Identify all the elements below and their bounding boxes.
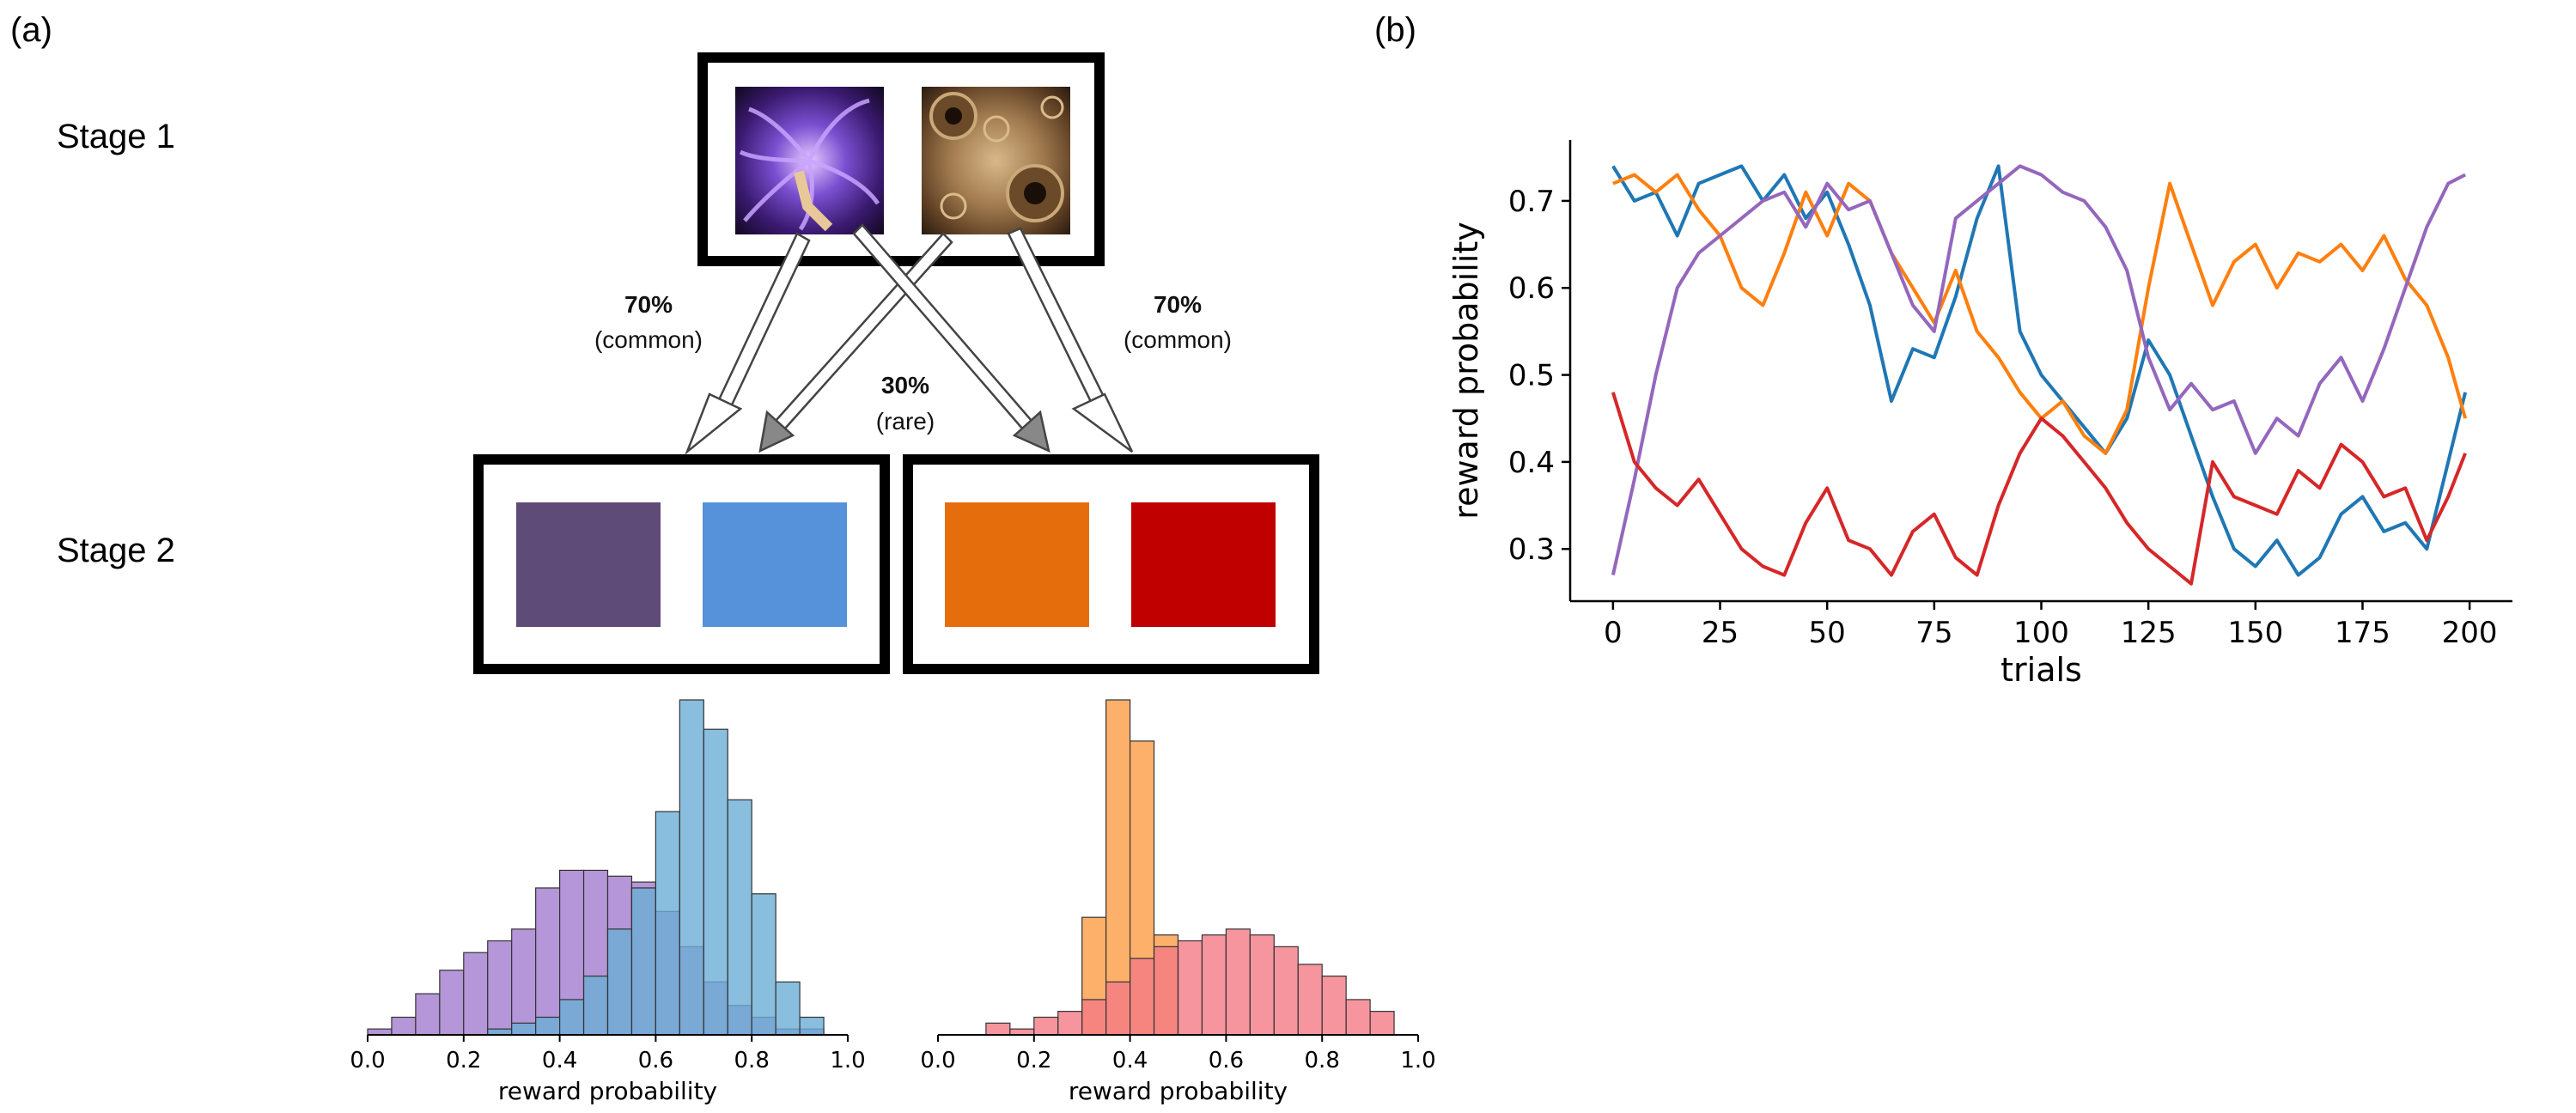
hist-bar-blue bbox=[727, 799, 752, 1036]
hist-bar-red bbox=[1033, 1016, 1059, 1036]
stage-2-option-red bbox=[1131, 502, 1276, 627]
hist-bar-purple bbox=[415, 993, 441, 1036]
hist-bar-blue bbox=[655, 811, 680, 1036]
arrow-right-rare bbox=[852, 223, 1050, 453]
hist-bar-blue bbox=[799, 1016, 825, 1036]
hist-x-tick-label: 1.0 bbox=[830, 1048, 865, 1073]
hist-bar-red bbox=[1297, 964, 1323, 1036]
right-common-percent: 70% bbox=[1154, 291, 1202, 318]
hist-bar-purple bbox=[511, 928, 537, 1036]
line-y-tick-label: 0.6 bbox=[1508, 271, 1555, 306]
hist-x-tick-label: 1.0 bbox=[1400, 1048, 1435, 1073]
histogram-left: 0.0 0.2 0.4 0.6 0.8 1.0 reward probability bbox=[350, 699, 866, 1105]
line-chart: 0.3 0.4 0.5 0.6 0.7 0 25 50 75 100 125 150 175 200 tri… bbox=[1447, 140, 2512, 689]
hist-bar-purple bbox=[391, 1016, 417, 1036]
fractal-image-2 bbox=[922, 87, 1070, 234]
fractal-image-1 bbox=[735, 87, 884, 234]
line-y-tick-label: 0.7 bbox=[1508, 185, 1555, 219]
line-y-axis-label: reward probability bbox=[1447, 222, 1485, 519]
hist-bar-red bbox=[985, 1022, 1011, 1036]
panel-b: (b) 0.3 0.4 0.5 0.6 0.7 0 25 50 75 100 125 150 175 20… bbox=[1374, 11, 2512, 689]
hist-bar-purple bbox=[463, 952, 489, 1036]
hist-bar-red bbox=[1177, 940, 1203, 1036]
rare-percent: 30% bbox=[881, 372, 929, 398]
hist-bar-blue bbox=[751, 893, 776, 1036]
hist-bar-red bbox=[1273, 946, 1299, 1036]
stage-2-option-blue bbox=[703, 502, 847, 627]
hist-x-tick-label: 0.4 bbox=[1112, 1048, 1148, 1073]
right-common-text: (common) bbox=[1124, 326, 1232, 353]
hist-x-tick-label: 0.6 bbox=[1209, 1048, 1244, 1073]
line-y-tick-label: 0.5 bbox=[1508, 359, 1555, 393]
hist-bar-blue bbox=[487, 1028, 513, 1036]
arrow-left-common bbox=[685, 232, 811, 455]
line-x-tick-label: 100 bbox=[2013, 616, 2069, 650]
hist-bar-purple bbox=[439, 970, 465, 1036]
hist-x-tick-label: 0.8 bbox=[1305, 1048, 1340, 1073]
stage-2-option-orange bbox=[945, 502, 1089, 627]
histogram-right: 0.0 0.2 0.4 0.6 0.8 1.0 reward probability bbox=[920, 699, 1436, 1105]
line-x-tick-label: 0 bbox=[1604, 616, 1623, 650]
hist-bar-blue bbox=[558, 999, 585, 1036]
hist-bar-blue bbox=[606, 928, 633, 1036]
hist-x-axis-label: reward probability bbox=[498, 1077, 717, 1105]
hist-bar-red bbox=[1081, 999, 1107, 1036]
hist-x-tick-label: 0.0 bbox=[920, 1048, 955, 1073]
line-series-red bbox=[1611, 392, 2467, 586]
hist-x-tick-label: 0.0 bbox=[350, 1048, 385, 1073]
panel-b-label: (b) bbox=[1374, 11, 1416, 49]
panel-a: (a) Stage 1 Stage 2 bbox=[10, 11, 1436, 1105]
hist-bar-orange bbox=[1105, 699, 1131, 1036]
line-series-orange bbox=[1612, 173, 2468, 455]
hist-bar-red bbox=[1057, 1011, 1083, 1036]
line-x-tick-label: 75 bbox=[1915, 616, 1952, 650]
line-x-tick-label: 25 bbox=[1702, 616, 1739, 650]
hist-bar-blue bbox=[630, 887, 657, 1036]
hist-bar-blue bbox=[775, 981, 801, 1036]
hist-x-tick-label: 0.4 bbox=[542, 1048, 577, 1073]
hist-bar-red bbox=[1009, 1028, 1035, 1036]
hist-bar-purple bbox=[487, 940, 513, 1036]
hist-x-tick-label: 0.6 bbox=[638, 1048, 673, 1073]
left-common-percent: 70% bbox=[624, 291, 673, 318]
hist-x-tick-label: 0.2 bbox=[446, 1048, 481, 1073]
arrow-right-common bbox=[1007, 227, 1134, 453]
hist-bar-purple bbox=[535, 887, 561, 1036]
hist-bar-red bbox=[1201, 934, 1227, 1036]
hist-x-axis-label: reward probability bbox=[1069, 1077, 1288, 1105]
stage-2-option-purple bbox=[516, 502, 661, 627]
left-common-text: (common) bbox=[594, 326, 703, 353]
hist-bar-blue bbox=[679, 699, 704, 1036]
hist-bar-red bbox=[1153, 946, 1179, 1036]
line-x-tick-label: 200 bbox=[2442, 616, 2498, 650]
hist-bar-red bbox=[1345, 999, 1371, 1036]
line-y-tick-label: 0.4 bbox=[1508, 446, 1555, 480]
hist-bar-purple bbox=[367, 1028, 393, 1036]
hist-bar-red bbox=[1321, 975, 1347, 1036]
hist-bar-red bbox=[1129, 958, 1155, 1036]
hist-bar-blue bbox=[703, 728, 728, 1036]
stage-2-label: Stage 2 bbox=[57, 532, 175, 569]
hist-bar-red bbox=[1249, 934, 1275, 1036]
hist-bar-red bbox=[1369, 1011, 1395, 1036]
hist-bar-blue bbox=[535, 1016, 561, 1036]
line-series-purple bbox=[1611, 164, 2467, 576]
panel-a-label: (a) bbox=[10, 11, 52, 49]
hist-bar-red bbox=[1105, 981, 1131, 1036]
hist-bar-red bbox=[1225, 928, 1251, 1036]
hist-bar-blue bbox=[582, 975, 609, 1036]
line-series-blue bbox=[1611, 164, 2468, 577]
line-x-tick-label: 175 bbox=[2335, 616, 2390, 650]
hist-x-tick-label: 0.8 bbox=[734, 1048, 770, 1073]
hist-bar-blue bbox=[511, 1022, 537, 1036]
line-x-tick-label: 50 bbox=[1809, 616, 1846, 650]
hist-x-tick-label: 0.2 bbox=[1016, 1048, 1051, 1073]
rare-text: (rare) bbox=[876, 408, 935, 435]
line-x-tick-label: 125 bbox=[2121, 616, 2177, 650]
line-x-axis-label: trials bbox=[2001, 651, 2082, 689]
stage-1-label: Stage 1 bbox=[57, 118, 175, 155]
line-x-tick-label: 150 bbox=[2227, 616, 2283, 650]
line-y-tick-label: 0.3 bbox=[1508, 532, 1555, 567]
